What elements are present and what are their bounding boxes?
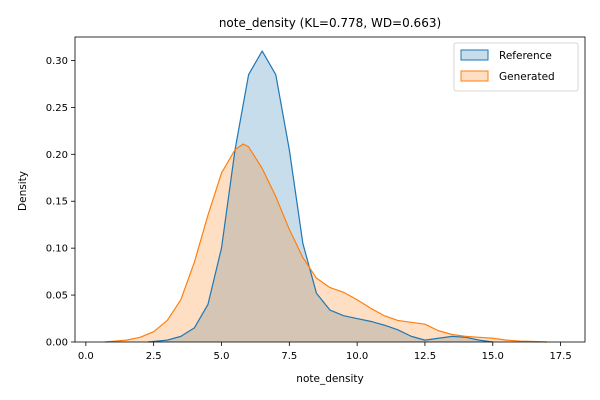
x-tick-label: 15.0 — [482, 351, 504, 362]
y-axis-label: Density — [17, 171, 29, 211]
chart-title: note_density (KL=0.778, WD=0.663) — [219, 16, 441, 30]
x-tick-label: 12.5 — [414, 351, 436, 362]
series-area-generated — [104, 143, 548, 342]
series-line-generated — [104, 143, 548, 343]
legend-label-reference: Reference — [499, 50, 552, 62]
plot-area — [74, 36, 586, 343]
x-tick-label: 2.5 — [146, 351, 162, 362]
axes-frame — [74, 36, 586, 343]
legend-label-generated: Generated — [499, 71, 555, 83]
x-axis-label: note_density — [296, 373, 363, 385]
x-tick-label: 5.0 — [214, 351, 230, 362]
y-tick-label: 0.05 — [46, 291, 68, 302]
x-tick-label: 17.5 — [549, 351, 571, 362]
legend-frame — [453, 42, 579, 92]
legend-swatch-generated — [460, 70, 489, 82]
x-axis: 0.0 2.5 5.0 7.5 10.0 12.5 15.0 17.5 — [78, 342, 572, 362]
series-area-reference — [148, 51, 493, 342]
x-tick-label: 7.5 — [281, 351, 297, 362]
legend-swatch-reference — [460, 49, 489, 61]
y-tick-label: 0.00 — [46, 338, 68, 349]
x-tick-label: 0.0 — [78, 351, 94, 362]
y-tick-label: 0.10 — [46, 244, 68, 255]
y-tick-label: 0.15 — [46, 197, 68, 208]
legend: Reference Generated — [453, 42, 579, 92]
y-tick-label: 0.20 — [46, 150, 68, 161]
y-axis: 0.00 0.05 0.10 0.15 0.20 0.25 0.30 — [46, 56, 75, 349]
x-tick-label: 10.0 — [346, 351, 368, 362]
y-tick-label: 0.25 — [46, 103, 68, 114]
series-line-reference — [148, 50, 493, 343]
y-tick-label: 0.30 — [46, 56, 68, 67]
